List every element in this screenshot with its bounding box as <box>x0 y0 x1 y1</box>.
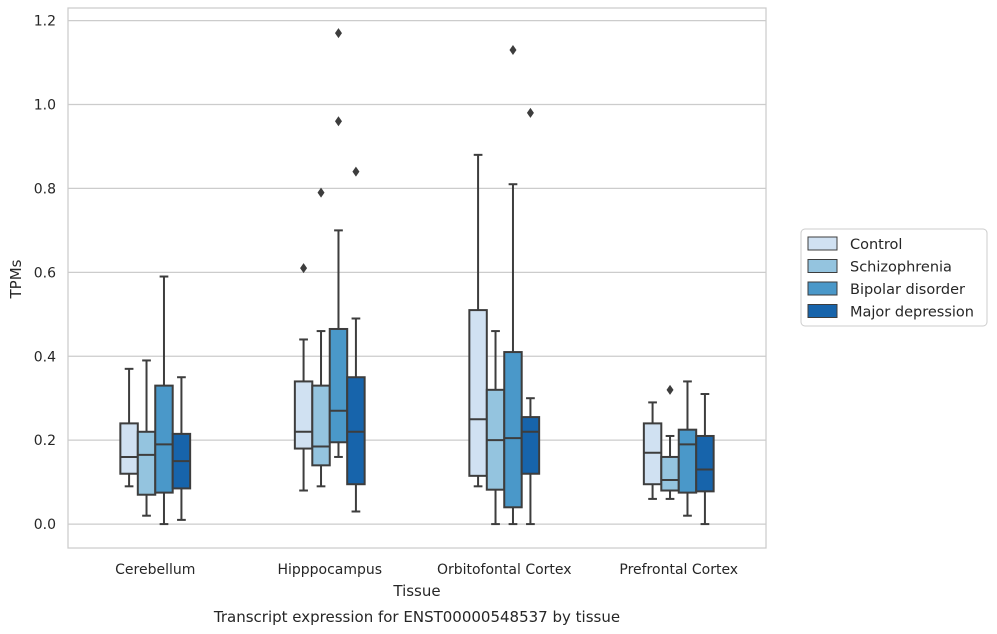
box-group <box>468 44 541 526</box>
outlier-point <box>317 187 325 198</box>
box-major-depression <box>346 166 366 513</box>
box-schizophrenia <box>485 330 506 526</box>
box-groups <box>119 28 715 526</box>
legend-swatch <box>807 281 838 296</box>
x-axis-ticks: Cerebellum Hipppocampus Orbitofontal Corte… <box>115 562 738 578</box>
box-body <box>311 384 331 467</box>
box-body <box>503 351 523 509</box>
outlier-point <box>352 166 360 177</box>
box-body <box>677 428 698 494</box>
box-major-depression <box>695 393 715 526</box>
y-tick-label: 0.2 <box>34 433 56 449</box>
box-major-depression <box>520 107 541 526</box>
plot-frame <box>67 7 767 549</box>
box-body <box>136 430 157 496</box>
outlier-point <box>509 44 517 55</box>
box-schizophrenia <box>311 187 331 488</box>
box-bipolar-disorder <box>154 275 174 526</box>
box-body <box>660 455 680 492</box>
box-schizophrenia <box>136 359 157 517</box>
box-control <box>642 401 663 500</box>
box-bipolar-disorder <box>677 380 698 517</box>
box-body <box>346 376 366 486</box>
legend: Control Schizophrenia Bipolar disorder Majo… <box>800 228 988 327</box>
x-tick-label: Hipppocampus <box>277 562 382 578</box>
box-control <box>293 263 314 492</box>
box-group <box>642 380 715 526</box>
outlier-point <box>300 263 308 274</box>
legend-entry: Major depression <box>850 305 974 321</box>
legend-entry: Bipolar disorder <box>850 282 965 298</box>
x-tick-label: Orbitofontal Cortex <box>437 562 572 578</box>
legend-swatch <box>807 259 838 273</box>
box-group <box>293 28 366 513</box>
x-tick-label: Cerebellum <box>115 562 195 578</box>
y-tick-label: 0.4 <box>34 349 56 365</box>
box-body <box>695 434 715 493</box>
x-axis-label: Tissue <box>392 582 440 600</box>
y-tick-label: 1.2 <box>34 14 56 30</box>
box-schizophrenia <box>660 384 680 500</box>
outlier-point <box>334 28 342 39</box>
box-major-depression <box>171 376 192 521</box>
legend-swatch <box>807 304 838 318</box>
y-axis-ticks: 0.0 0.2 0.4 0.6 0.8 1.0 1.2 <box>34 14 56 533</box>
box-bipolar-disorder <box>503 44 523 526</box>
box-control <box>119 367 139 488</box>
legend-entry: Schizophrenia <box>850 260 952 276</box>
legend-frame <box>800 228 988 327</box>
chart-caption: Transcript expression for ENST0000054853… <box>213 608 620 626</box>
y-axis-label: TPMs <box>7 259 25 299</box>
y-tick-label: 0.0 <box>34 517 56 533</box>
box-body <box>328 327 349 444</box>
box-bipolar-disorder <box>328 28 349 458</box>
box-body <box>119 422 139 475</box>
outlier-point <box>666 384 674 395</box>
box-body <box>520 416 541 475</box>
outlier-point <box>334 116 342 127</box>
y-tick-label: 1.0 <box>34 98 56 114</box>
box-control <box>468 153 488 488</box>
x-tick-label: Prefrontal Cortex <box>619 562 738 578</box>
box-body <box>642 422 663 486</box>
outlier-point <box>526 107 534 118</box>
box-body <box>468 309 488 477</box>
box-group <box>119 275 192 526</box>
legend-swatch <box>807 236 838 251</box>
y-tick-label: 0.8 <box>34 181 56 197</box>
box-body <box>293 380 314 450</box>
box-body <box>154 384 174 494</box>
y-tick-label: 0.6 <box>34 265 56 281</box>
legend-entry: Control <box>850 237 902 253</box>
